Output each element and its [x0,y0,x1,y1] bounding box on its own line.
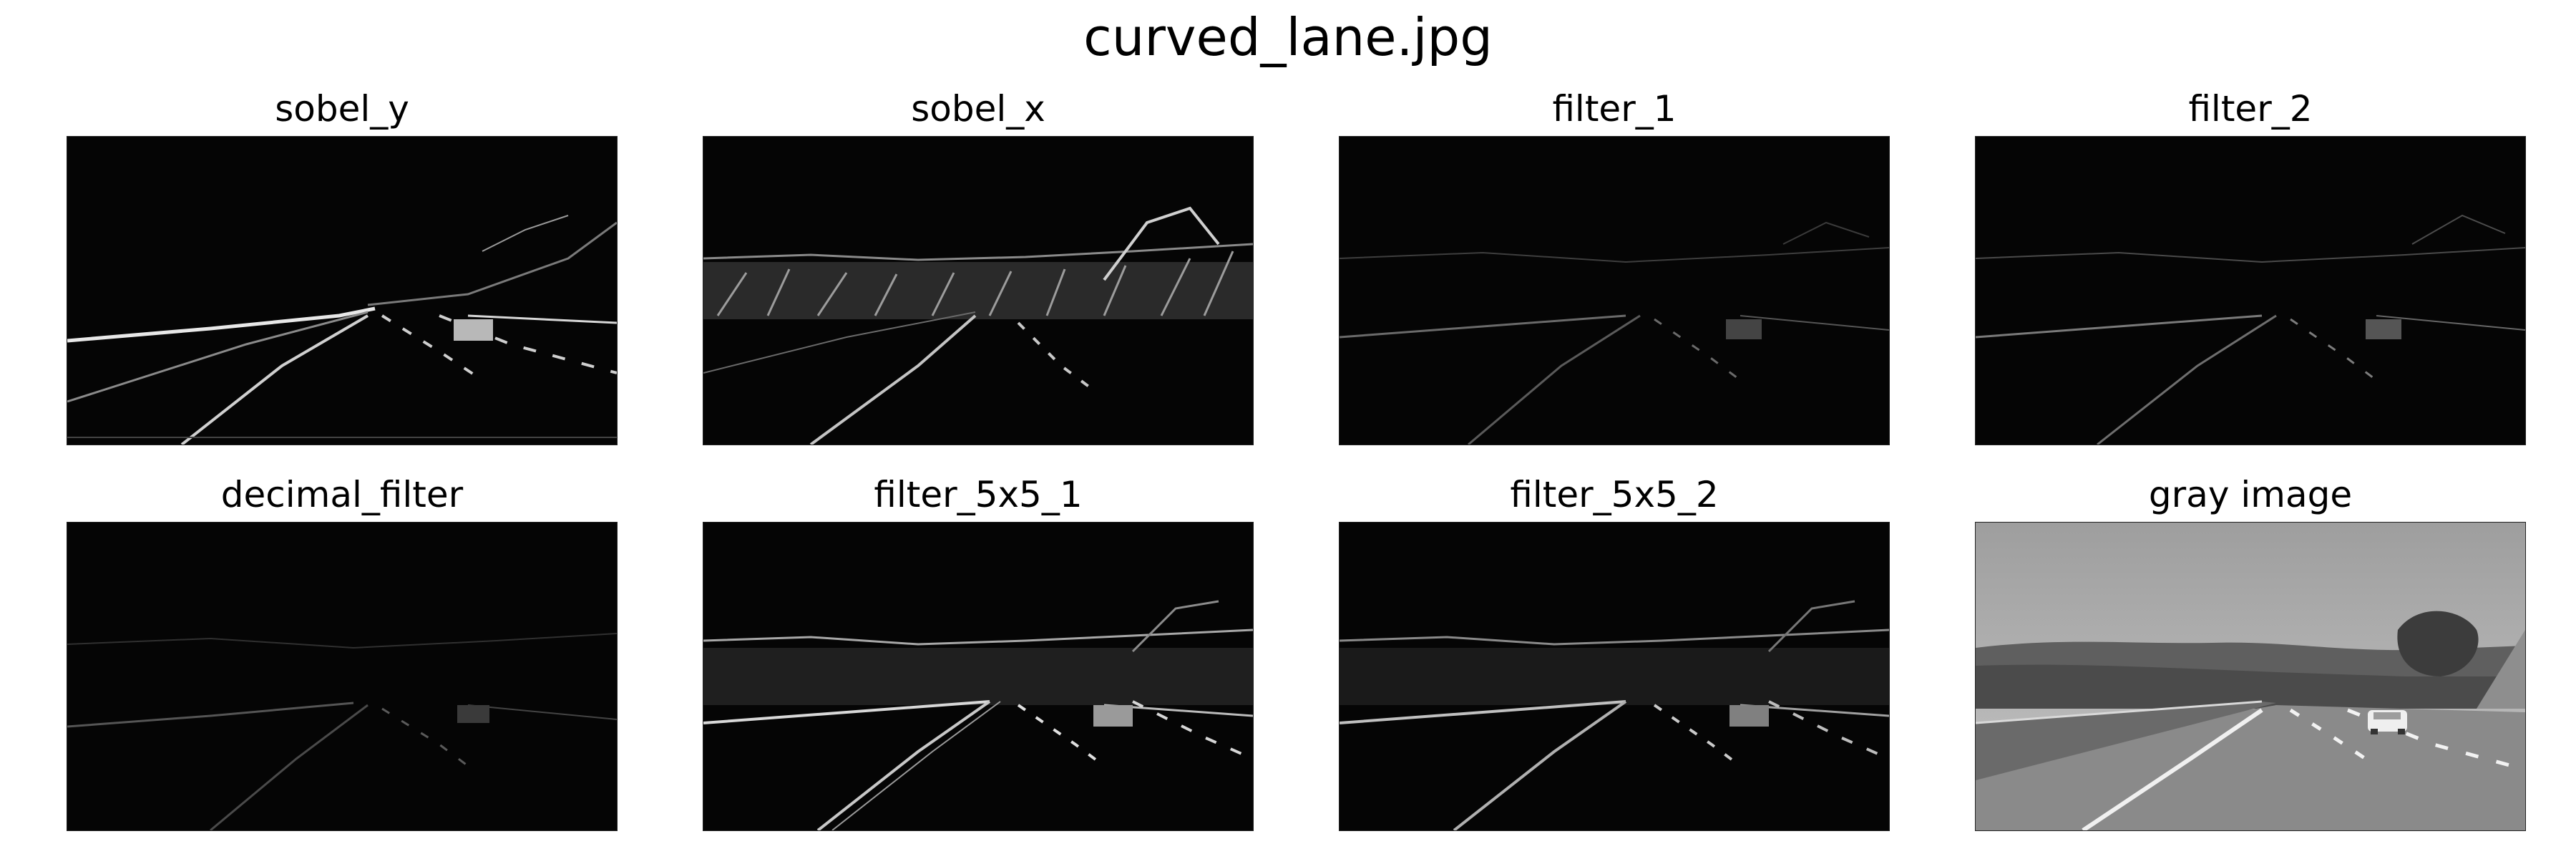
edge-image [703,522,1254,831]
panel-title: filter_2 [2188,88,2313,130]
panel-title: filter_5x5_1 [874,474,1083,515]
edge-image [1339,136,1890,445]
edge-image [1339,522,1890,831]
edge-image [67,136,618,445]
edge-image [703,136,1254,445]
panel-title: gray image [2148,474,2353,515]
edge-image [67,522,618,831]
figure-title: curved_lane.jpg [1083,7,1493,67]
panel-title: decimal_filter [220,474,464,515]
panel-title: filter_5x5_2 [1510,474,1719,515]
panel-title: sobel_x [911,88,1045,130]
edge-image [1975,136,2526,445]
panel-title: filter_1 [1552,88,1677,130]
panel-title: sobel_y [275,88,409,130]
gray-photo [1975,522,2526,831]
